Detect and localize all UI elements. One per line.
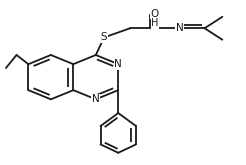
Text: S: S: [101, 33, 108, 42]
Text: N: N: [114, 59, 122, 69]
Text: N: N: [176, 23, 184, 33]
Text: H: H: [151, 18, 159, 28]
Text: O: O: [151, 9, 159, 19]
Text: N: N: [92, 94, 100, 104]
